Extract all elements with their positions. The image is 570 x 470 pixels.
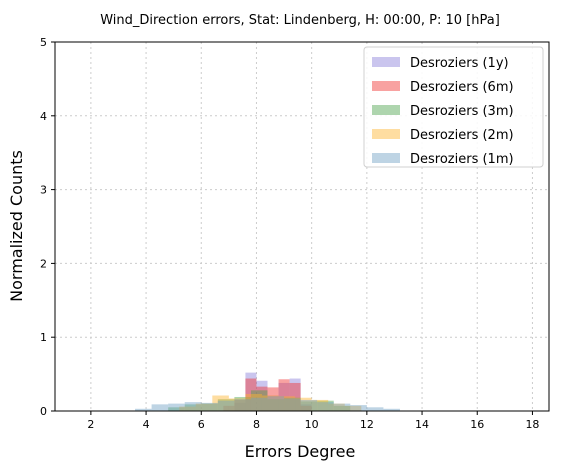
bar-series-2-bin-0 — [168, 407, 185, 411]
bar-series-3-bin-7 — [295, 397, 312, 411]
x-tick-label-1: 4 — [143, 418, 150, 431]
bar-series-2-bin-3 — [217, 399, 235, 411]
x-axis-label: Errors Degree — [245, 442, 356, 461]
y-axis-label: Normalized Counts — [7, 150, 26, 302]
x-tick-label-6: 14 — [415, 418, 429, 431]
bar-series-1-bin-2 — [245, 378, 257, 411]
bar-series-4-bin-13 — [350, 405, 367, 411]
legend-swatch-0 — [372, 57, 400, 67]
bar-series-0-bin-2 — [256, 380, 268, 411]
legend-swatch-2 — [372, 105, 400, 115]
bar-series-3-bin-10 — [344, 405, 362, 411]
bar-series-4-bin-6 — [234, 399, 251, 411]
bar-series-2-bin-1 — [184, 404, 202, 411]
bar-series-2-bin-5 — [250, 390, 268, 411]
legend-swatch-1 — [372, 81, 400, 91]
y-tick-label-0: 0 — [40, 405, 47, 418]
bar-series-0-bin-1 — [245, 372, 257, 411]
bar-series-3-bin-3 — [228, 398, 246, 411]
bar-series-4-bin-15 — [383, 408, 400, 411]
legend-label-4: Desroziers (1m) — [410, 152, 514, 167]
bar-series-4-bin-12 — [333, 403, 351, 411]
bar-series-1-bin-5 — [278, 379, 290, 411]
x-tick-label-5: 12 — [360, 418, 374, 431]
bar-series-0-bin-4 — [278, 382, 290, 411]
x-tick-label-8: 18 — [525, 418, 539, 431]
legend-swatch-4 — [372, 153, 400, 163]
legend-label-0: Desroziers (1y) — [410, 56, 509, 71]
x-tick-label-0: 2 — [87, 418, 94, 431]
bar-series-4-bin-5 — [217, 400, 235, 411]
bar-series-2-bin-4 — [234, 396, 251, 411]
bar-series-4-bin-14 — [366, 407, 384, 411]
legend-label-2: Desroziers (3m) — [410, 104, 514, 119]
bar-series-3-bin-9 — [328, 403, 345, 411]
bar-series-1-bin-1 — [234, 399, 246, 411]
bar-series-4-bin-2 — [168, 403, 185, 411]
legend-label-1: Desroziers (6m) — [410, 80, 514, 95]
bar-series-2-bin-10 — [333, 405, 351, 411]
bar-series-1-bin-7 — [300, 405, 312, 411]
bar-series-4-bin-11 — [317, 402, 334, 411]
bar-series-3-bin-8 — [311, 399, 329, 411]
chart-title: Wind_Direction errors, Stat: Lindenberg,… — [100, 13, 500, 28]
x-tick-label-3: 8 — [253, 418, 260, 431]
plot-frame — [54, 41, 550, 412]
bar-series-2-bin-6 — [267, 399, 285, 411]
bar-series-4-bin-3 — [184, 402, 202, 411]
bar-series-4-bin-10 — [300, 399, 318, 411]
bar-series-4-bin-0 — [135, 408, 152, 411]
bar-series-3-bin-0 — [179, 406, 196, 411]
bar-series-4-bin-9 — [284, 398, 301, 411]
bar-series-4-bin-7 — [250, 397, 268, 411]
bar-series-1-bin-0 — [223, 405, 235, 411]
bar-series-2-bin-8 — [300, 401, 318, 411]
bar-series-0-bin-3 — [267, 395, 279, 411]
bar-series-1-bin-6 — [289, 382, 301, 411]
bar-series-4-bin-1 — [151, 404, 169, 411]
y-tick-label-2: 2 — [40, 257, 47, 270]
bar-series-2-bin-7 — [284, 397, 301, 411]
bar-series-3-bin-4 — [245, 394, 262, 411]
bar-series-0-bin-0 — [234, 402, 246, 411]
legend: Desroziers (1y) Desroziers (6m) Desroziers… — [363, 46, 544, 168]
bar-series-2-bin-2 — [201, 403, 218, 411]
bar-series-3-bin-2 — [212, 395, 229, 411]
bar-series-4-bin-4 — [201, 402, 218, 411]
y-tick-label-1: 1 — [40, 331, 47, 344]
histogram-bars — [135, 372, 400, 411]
bar-series-0-bin-6 — [300, 404, 312, 411]
y-tick-label-4: 4 — [40, 110, 47, 123]
legend-label-3: Desroziers (2m) — [410, 128, 514, 143]
bar-series-0-bin-5 — [289, 378, 301, 411]
y-tick-label-5: 5 — [40, 36, 47, 49]
y-tick-label-3: 3 — [40, 184, 47, 197]
bar-series-3-bin-1 — [195, 403, 213, 411]
x-tick-label-7: 16 — [470, 418, 484, 431]
bar-series-1-bin-3 — [256, 386, 268, 411]
bar-series-4-bin-8 — [267, 396, 285, 411]
bar-series-3-bin-6 — [278, 396, 296, 411]
bar-series-2-bin-9 — [317, 400, 334, 411]
x-tick-label-4: 10 — [305, 418, 319, 431]
legend-swatch-3 — [372, 129, 400, 139]
bar-series-1-bin-4 — [267, 387, 279, 411]
bar-series-3-bin-5 — [261, 395, 279, 411]
legend-box — [363, 46, 544, 168]
x-tick-label-2: 6 — [198, 418, 205, 431]
